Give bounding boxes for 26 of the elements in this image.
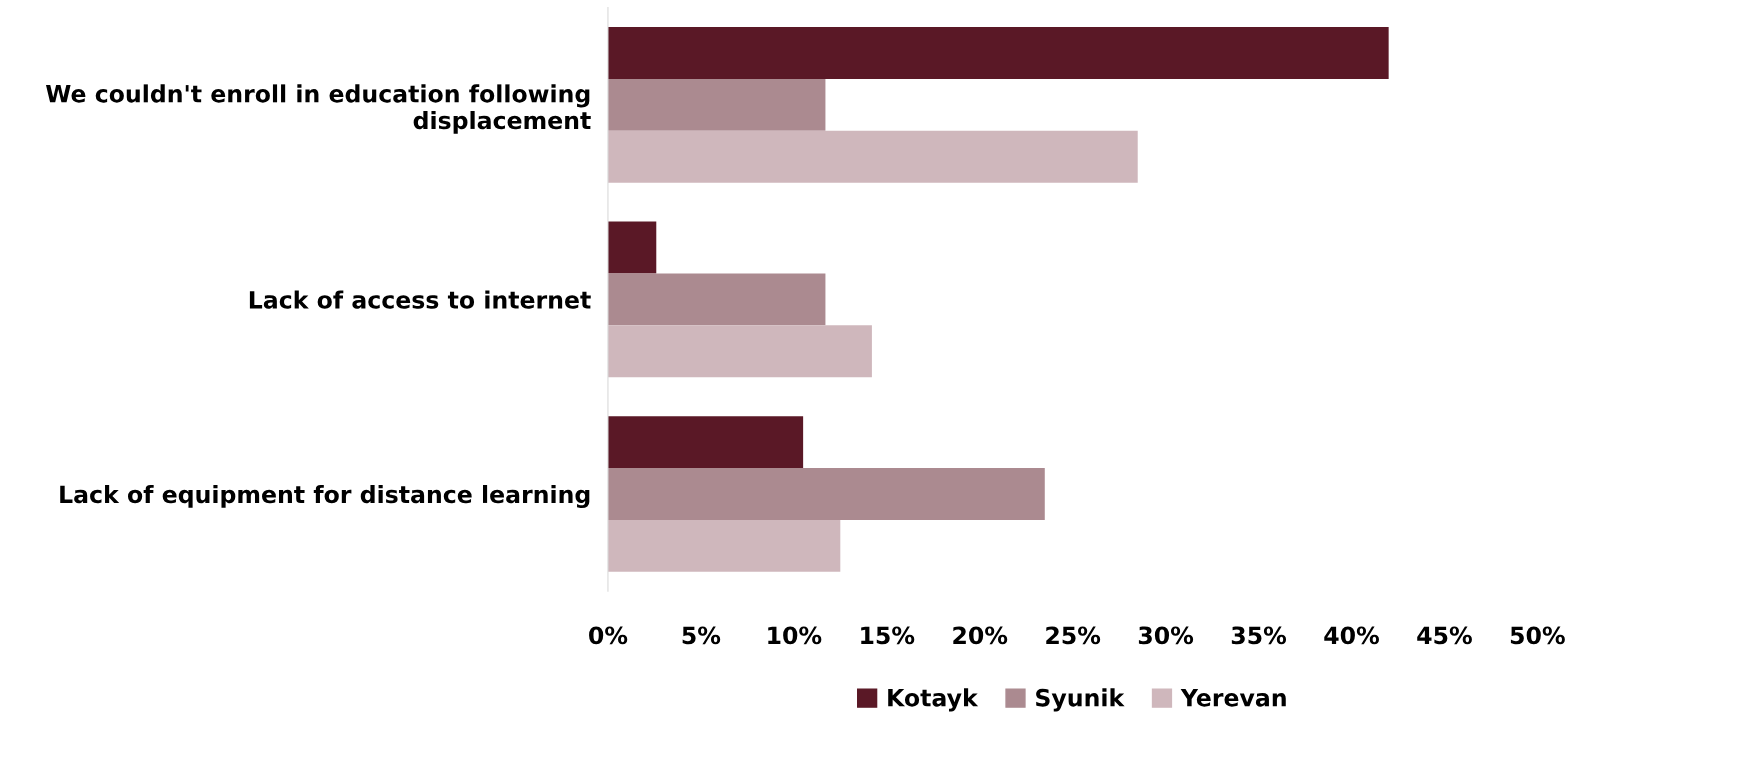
bar <box>607 130 1138 183</box>
x-tick-label: 5% <box>682 626 721 645</box>
x-tick-label: 30% <box>1138 626 1194 645</box>
y-tick-label: Lack of equipment for distance learning <box>60 484 590 509</box>
x-tick-label: 20% <box>953 626 1008 645</box>
x-tick-label: 15% <box>861 626 915 645</box>
bar <box>607 468 1045 520</box>
x-tick-label: 45% <box>1417 626 1472 645</box>
legend-label: Yerevan <box>1180 689 1286 707</box>
x-tick-label: 25% <box>1046 626 1101 645</box>
x-tick-label: 35% <box>1231 626 1287 645</box>
bar <box>607 416 804 469</box>
x-tick-label: 50% <box>1510 626 1565 645</box>
bar <box>607 273 826 326</box>
bar <box>607 78 826 131</box>
y-tick-label: Lack of access to internet <box>249 290 591 309</box>
y-tick-label: We couldn't enroll in education following displacement <box>45 84 591 134</box>
x-tick-label: 40% <box>1324 626 1379 645</box>
bar <box>607 519 841 572</box>
bar <box>607 325 872 378</box>
legend-label: Kotayk <box>888 688 979 712</box>
bar <box>607 27 1389 79</box>
x-tick-label: 10% <box>768 626 822 645</box>
x-tick-label: 0% <box>589 626 628 645</box>
bar <box>607 221 657 274</box>
legend-label: Syunik <box>1036 688 1125 712</box>
